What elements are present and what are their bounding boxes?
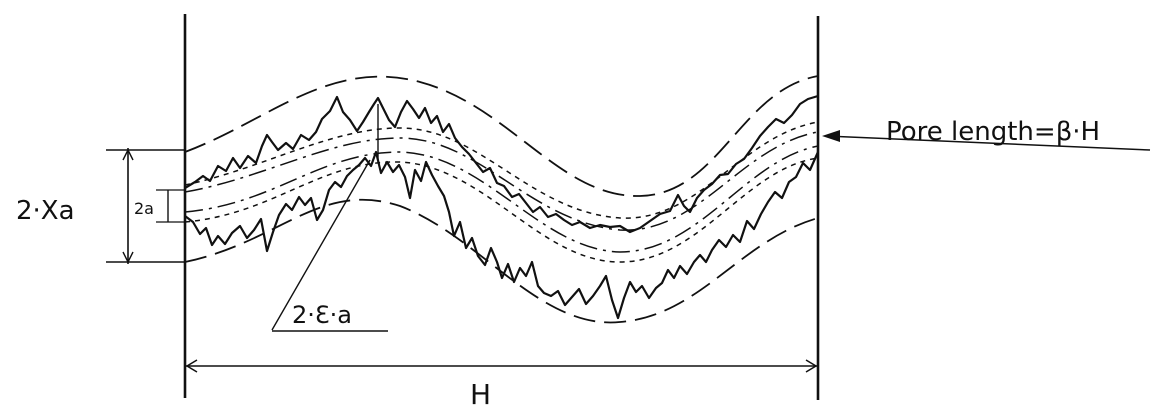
label-h: H [470, 378, 491, 410]
leader-2ea [271, 159, 371, 331]
outer-envelope-top [184, 75, 819, 197]
label-pore-length: Pore length=β·H [886, 117, 1100, 147]
rough-wall-top [184, 94, 819, 234]
inner-dotted-line-top [184, 121, 819, 219]
dim-h-arrow-right [805, 359, 818, 373]
label-2ea: 2·Ɛ·a [292, 301, 352, 329]
rough-wall-bottom [184, 150, 820, 320]
inner-dashed-line-bottom [184, 145, 819, 253]
dim-2xa-arrow-bottom [122, 251, 134, 264]
label-2a: 2a [134, 199, 154, 218]
dim-h-arrow-left [185, 359, 198, 373]
dim-2xa-arrow-top [122, 148, 134, 161]
inner-dotted-line-bottom [184, 157, 819, 263]
inner-dashed-line-top [184, 131, 819, 231]
label-2xa: 2·Xa [16, 196, 75, 226]
leader-pore-length [825, 135, 1151, 151]
outer-envelope-bottom [184, 198, 819, 324]
arrowhead-pore-length [822, 130, 840, 142]
